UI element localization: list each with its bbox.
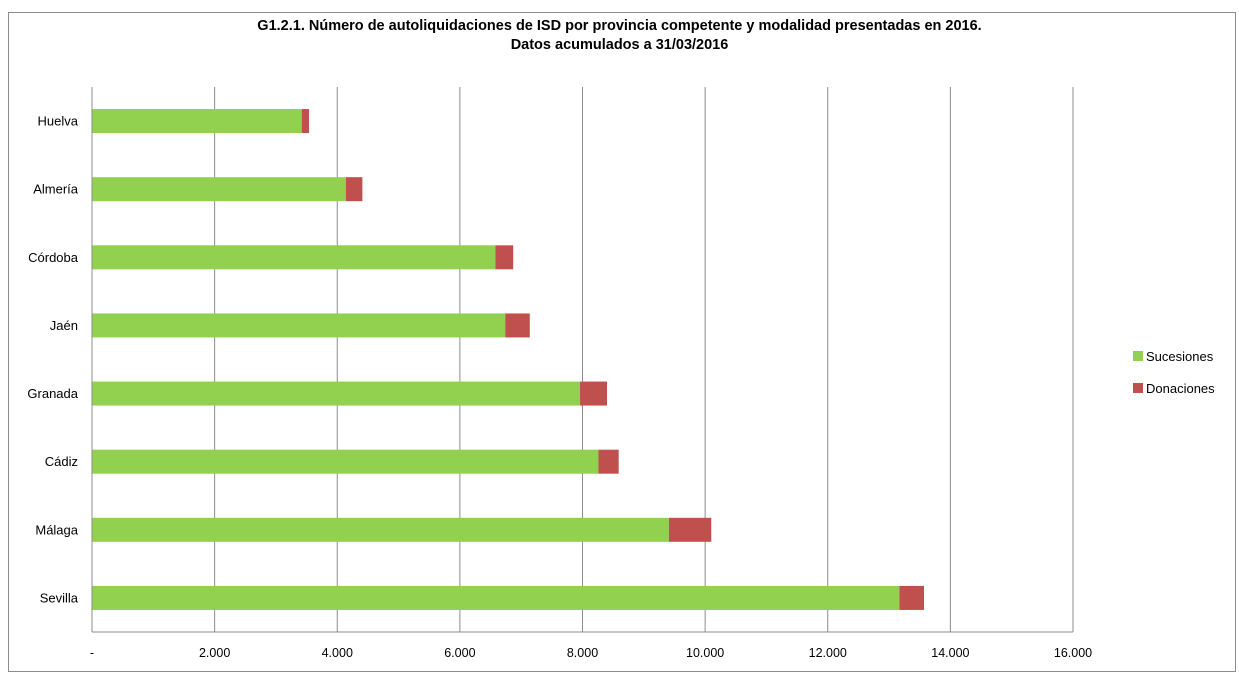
x-tick-label: 14.000 (931, 646, 969, 660)
category-label: Málaga (35, 522, 78, 537)
chart-title-line-2: Datos acumulados a 31/03/2016 (510, 37, 729, 53)
bar-sucesiones (92, 449, 599, 474)
bar-sucesiones (92, 517, 669, 542)
bar-donaciones (580, 381, 608, 406)
category-label: Jaén (50, 318, 78, 333)
category-label: Almería (33, 182, 79, 197)
legend-swatch (1133, 383, 1143, 393)
bar-sucesiones (92, 381, 581, 406)
legend-label: Sucesiones (1146, 349, 1214, 364)
bar-sucesiones (92, 585, 900, 610)
category-label: Huelva (38, 114, 79, 129)
chart-title: G1.2.1. Número de autoliquidaciones de I… (0, 17, 1239, 55)
category-label: Granada (27, 386, 78, 401)
x-tick-labels: - 2.000 4.000 6.000 8.000 10.000 12.000 14.000 1… (90, 646, 1092, 660)
bar-sucesiones (92, 109, 302, 134)
bar-donaciones (301, 109, 310, 134)
legend[interactable]: Sucesiones Donaciones (1133, 349, 1215, 396)
x-tick-label: 16.000 (1054, 646, 1092, 660)
category-label: Sevilla (40, 590, 79, 605)
bar-sucesiones (92, 245, 496, 270)
x-tick-label: 12.000 (809, 646, 847, 660)
x-tick-label: 4.000 (322, 646, 353, 660)
category-label: Cádiz (45, 454, 78, 469)
bar-sucesiones (92, 177, 346, 202)
bar-donaciones (495, 245, 514, 270)
gridlines (214, 87, 1074, 632)
x-tick-label: 2.000 (199, 646, 230, 660)
category-label: Córdoba (28, 250, 79, 265)
chart-title-line-1: G1.2.1. Número de autoliquidaciones de I… (257, 18, 982, 34)
axes (91, 87, 1073, 633)
x-tick-label: - (90, 646, 94, 660)
x-tick-label: 10.000 (686, 646, 724, 660)
bar-donaciones (668, 517, 712, 542)
bars (92, 109, 925, 610)
x-tick-label: 6.000 (444, 646, 475, 660)
bar-donaciones (345, 177, 363, 202)
x-tick-label: 8.000 (567, 646, 598, 660)
category-labels: Huelva Almería Córdoba Jaén Granada Cádiz Mála… (27, 114, 78, 606)
bar-donaciones (505, 313, 530, 338)
legend-swatch (1133, 351, 1143, 361)
bar-sucesiones (92, 313, 506, 338)
bar-donaciones (899, 585, 925, 610)
legend-label: Donaciones (1146, 381, 1215, 396)
bar-donaciones (598, 449, 619, 474)
